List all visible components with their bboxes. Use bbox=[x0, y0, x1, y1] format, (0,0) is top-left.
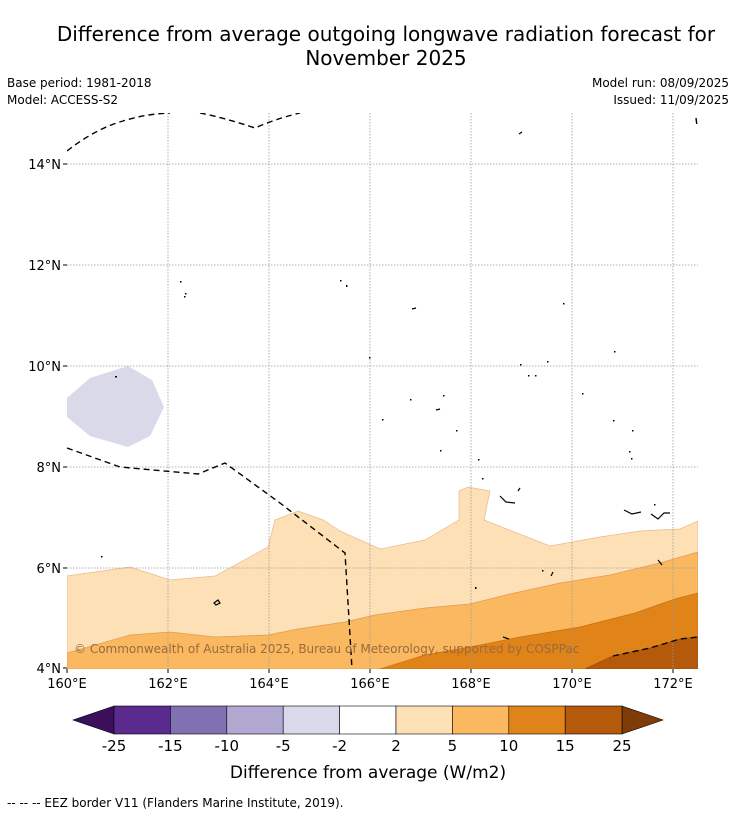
colorbar-segment-8 bbox=[508, 705, 566, 735]
lat-label-4: 4°N bbox=[37, 662, 62, 677]
colorbar-tick-5: 5 bbox=[448, 737, 458, 755]
colorbar-segment-3 bbox=[226, 705, 284, 735]
model-run-text: Model run: 08/09/2025 bbox=[591, 76, 729, 90]
colorbar-tick--25: -25 bbox=[102, 737, 127, 755]
lat-label-8: 8°N bbox=[37, 461, 62, 476]
lon-label-160: 160°E bbox=[47, 677, 87, 692]
colorbar-segment-5 bbox=[339, 705, 397, 735]
lat-label-12: 12°N bbox=[28, 259, 61, 274]
chart-title: Difference from average outgoing longwav… bbox=[0, 22, 736, 70]
lat-label-14: 14°N bbox=[28, 158, 61, 173]
title-line-1: Difference from average outgoing longwav… bbox=[56, 22, 716, 46]
colorbar-segment-7 bbox=[452, 705, 510, 735]
colorbar-segment-6 bbox=[395, 705, 453, 735]
colorbar-segment-1 bbox=[113, 705, 171, 735]
colorbar-extend-low bbox=[72, 705, 115, 735]
lon-label-170: 170°E bbox=[552, 677, 592, 692]
contour-10-15 bbox=[379, 592, 698, 669]
copyright-text: © Commonwealth of Australia 2025, Bureau… bbox=[74, 642, 579, 656]
colorbar-tick-25: 25 bbox=[612, 737, 631, 755]
contour-minus5-minus2 bbox=[67, 366, 164, 447]
map-area: © Commonwealth of Australia 2025, Bureau… bbox=[67, 113, 698, 669]
colorbar-tick--2: -2 bbox=[332, 737, 347, 755]
base-period-text: Base period: 1981-2018 bbox=[7, 76, 152, 90]
lat-ticks bbox=[63, 163, 67, 669]
issued-text: Issued: 11/09/2025 bbox=[613, 93, 729, 107]
colorbar-segment-9 bbox=[564, 705, 623, 735]
gridlines bbox=[67, 113, 698, 669]
colorbar-tick-2: 2 bbox=[391, 737, 401, 755]
title-line-2: November 2025 bbox=[305, 46, 467, 70]
colorbar-tick-10: 10 bbox=[499, 737, 518, 755]
lon-label-166: 166°E bbox=[350, 677, 390, 692]
colorbar bbox=[72, 705, 664, 735]
colorbar-extend-high bbox=[621, 705, 664, 735]
island-outlines bbox=[213, 131, 670, 640]
colorbar-tick--15: -15 bbox=[158, 737, 183, 755]
colorbar-tick-15: 15 bbox=[556, 737, 575, 755]
colorbar-segment-4 bbox=[282, 705, 340, 735]
colorbar-label: Difference from average (W/m2) bbox=[230, 763, 506, 783]
lon-label-168: 168°E bbox=[451, 677, 491, 692]
eez-borders bbox=[67, 113, 698, 669]
colorbar-tick--5: -5 bbox=[276, 737, 291, 755]
eez-legend: -- -- -- EEZ border V11 (Flanders Marine… bbox=[7, 796, 344, 810]
lat-label-10: 10°N bbox=[28, 360, 61, 375]
island-dots bbox=[101, 280, 656, 589]
meta-left: Base period: 1981-2018 Model: ACCESS-S2 bbox=[7, 75, 152, 109]
lon-label-172: 172°E bbox=[653, 677, 693, 692]
meta-right: Model run: 08/09/2025 Issued: 11/09/2025 bbox=[592, 75, 729, 109]
lon-label-164: 164°E bbox=[249, 677, 289, 692]
colorbar-segment-2 bbox=[170, 705, 228, 735]
colorbar-tick--10: -10 bbox=[215, 737, 240, 755]
lat-label-6: 6°N bbox=[37, 562, 62, 577]
lon-ticks bbox=[66, 669, 674, 673]
model-text: Model: ACCESS-S2 bbox=[7, 93, 119, 107]
lon-label-162: 162°E bbox=[148, 677, 188, 692]
